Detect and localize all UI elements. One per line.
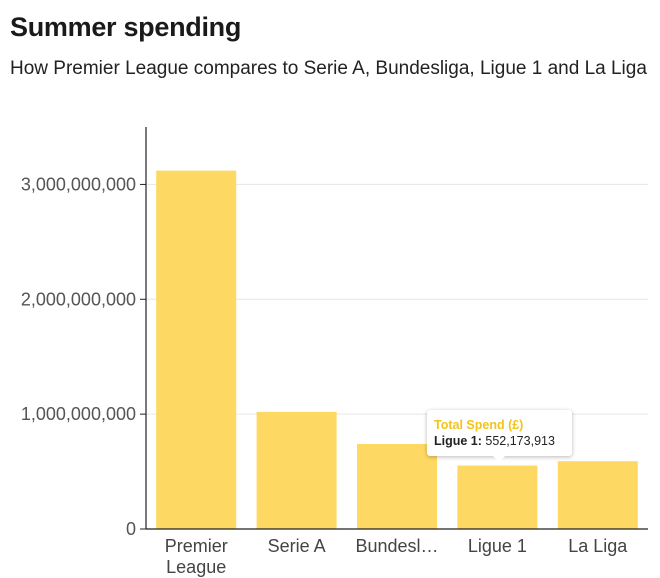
x-tick-label: Bundesl…	[355, 536, 438, 556]
tooltip-title: Total Spend (£)	[434, 418, 524, 432]
bar	[557, 461, 638, 529]
bar	[357, 444, 437, 529]
bar	[457, 465, 538, 529]
y-tick-label: 2,000,000,000	[21, 289, 136, 309]
x-tick-label: Ligue 1	[468, 536, 527, 556]
tooltip-row: Ligue 1: 552,173,913	[434, 433, 572, 449]
x-tick-label: Premier League	[165, 536, 228, 577]
bar	[256, 411, 337, 529]
chart-subtitle: How Premier League compares to Serie A, …	[10, 58, 647, 79]
x-tick-label: Serie A	[268, 536, 326, 556]
y-tick-label: 0	[126, 519, 136, 539]
x-tick-label: La Liga	[568, 536, 628, 556]
tooltip-category: Ligue 1:	[434, 434, 482, 448]
y-tick-label: 3,000,000,000	[21, 174, 136, 194]
tooltip-arrow	[492, 455, 506, 462]
bar	[156, 170, 237, 529]
chart-title: Summer spending	[10, 12, 242, 42]
tooltip: Total Spend (£) Ligue 1: 552,173,913	[427, 410, 572, 456]
y-tick-label: 1,000,000,000	[21, 404, 136, 424]
tooltip-value: 552,173,913	[485, 434, 555, 448]
